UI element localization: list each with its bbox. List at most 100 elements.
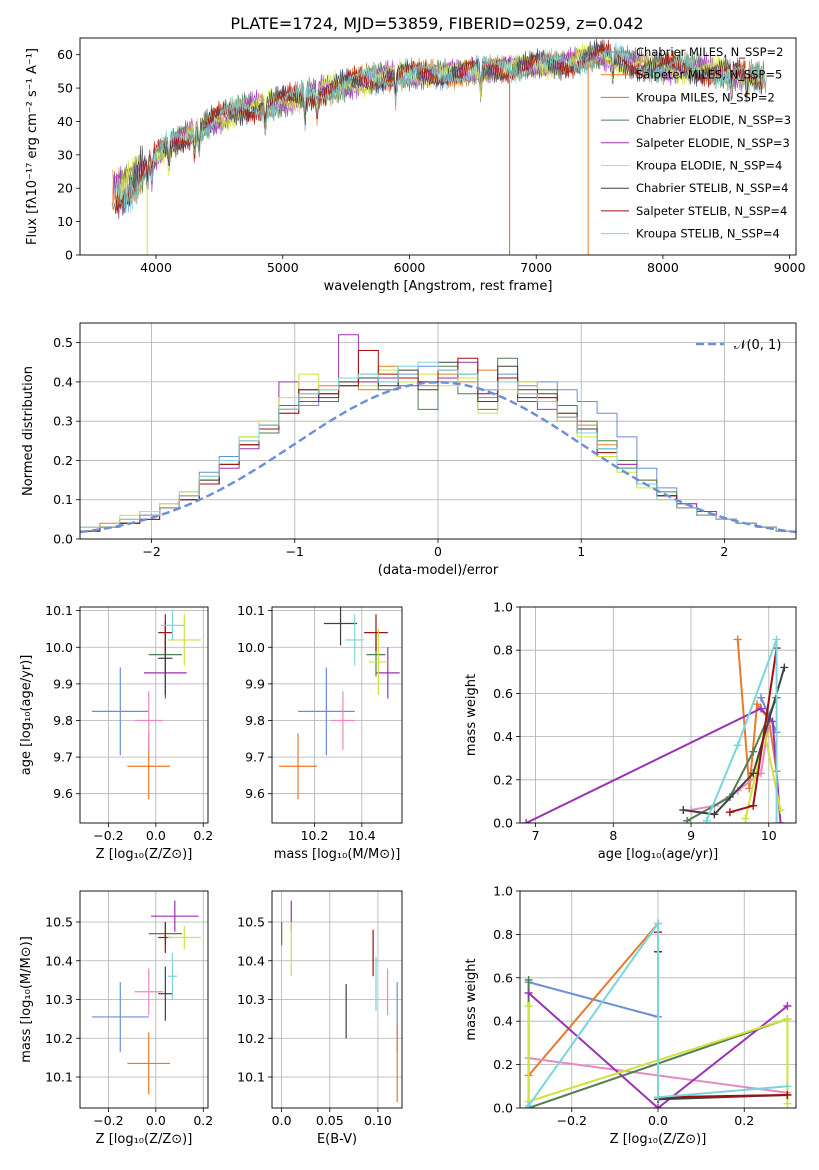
weight-point-marker [522,819,531,823]
weight-point-marker [654,919,662,928]
x-tick-label: 0.2 [734,1113,754,1128]
weight-point-marker [776,819,785,823]
x-tick-label: 0.2 [193,828,213,843]
y-axis-label: mass weight [464,958,479,1040]
plot-area [524,919,792,1108]
x-tick-label: −0.2 [93,828,123,843]
weight-series-line [657,932,788,1099]
x-axis-label: age [log₁₀(age/yr)] [598,847,719,862]
legend-label: Chabrier MILES, N_SSP=2 [636,45,783,59]
x-tick-label: 9000 [774,260,806,275]
x-tick-label: 5000 [267,260,299,275]
x-tick-label: 9 [687,828,695,843]
y-tick-label: 0.2 [493,1057,513,1072]
x-tick-label: 6000 [394,260,426,275]
legend-label: Salpeter MILES, N_SSP=5 [636,68,782,82]
x-tick-label: 8000 [647,260,679,275]
y-tick-label: 10.0 [237,640,265,655]
weight-point-marker [783,1002,792,1011]
z-vs-mass-panel: −0.2 0.0 0.2 10.1 10.2 10.3 10.4 10.5 Z [log₁₀(Z… [19,890,213,1147]
weight-series-line [683,667,786,816]
plot-area [91,900,201,1095]
weight-point-marker [772,635,781,644]
weight-point-marker [524,988,533,997]
y-tick-label: 9.9 [245,676,265,691]
x-axis-label: mass [log₁₀(M/M⊙)] [274,847,401,862]
weight-point-marker [776,806,785,815]
y-tick-label: 10.1 [237,603,265,618]
y-axis-label: Normed distribution [21,366,36,496]
legend-label: Kroupa ELODIE, N_SSP=4 [636,159,782,173]
x-tick-label: 10.4 [348,828,376,843]
spectrum-panel: 4000 5000 6000 7000 8000 9000 0 10 20 30 40 50 60 wav… [25,37,806,294]
y-tick-label: 0.4 [493,1014,513,1029]
y-tick-label: 10.4 [45,953,73,968]
y-tick-label: 10.3 [237,992,265,1007]
y-tick-label: 0.2 [493,772,513,787]
axes-frame [79,322,797,540]
x-axis-label: (data-model)/error [378,563,499,578]
y-tick-label: 0.6 [493,970,513,985]
y-tick-label: 30 [57,147,73,162]
y-tick-label: 9.8 [53,713,73,728]
y-tick-label: 10.3 [45,992,73,1007]
weight-point-marker [768,717,777,726]
ebv-vs-mass-panel: 0.0 0.05 0.10 10.1 10.2 10.3 10.4 10.5 E(B-V) [237,890,403,1147]
weight-point-marker [654,1093,662,1102]
y-tick-label: 0.0 [53,532,73,547]
y-tick-label: 0.3 [53,414,73,429]
weight-point-marker [524,975,533,984]
x-tick-label: 0.0 [146,828,166,843]
y-axis-label: Flux [fλ10⁻¹⁷ erg cm⁻² s⁻¹ A⁻¹] [25,48,40,245]
weight-series-line [525,707,782,823]
weight-point-marker [710,810,719,819]
x-tick-label: 0.2 [193,1113,213,1128]
axes-frame [79,890,209,1109]
y-tick-label: 10.0 [45,640,73,655]
weight-point-marker [757,704,766,713]
x-tick-label: −0.2 [93,1113,123,1128]
figure-title: PLATE=1724, MJD=53859, FIBERID=0259, z=0… [230,14,643,33]
plot-area [111,38,767,255]
y-tick-label: 9.8 [245,713,265,728]
y-tick-label: 40 [57,114,73,129]
y-tick-label: 10.5 [45,915,73,930]
y-tick-label: 0.6 [493,686,513,701]
legend-label: Salpeter ELODIE, N_SSP=3 [636,136,790,150]
z-vs-age-panel: −0.2 0.0 0.2 9.6 9.7 9.8 9.9 10.0 10.1 Z [log₁₀(Z… [19,603,213,862]
legend-label: Kroupa STELIB, N_SSP=4 [636,227,780,241]
legend-label: Chabrier ELODIE, N_SSP=3 [636,113,791,127]
axes-frame [79,37,797,256]
y-tick-label: 0.1 [53,492,73,507]
x-tick-label: 10 [761,828,777,843]
y-tick-label: 9.6 [245,786,265,801]
y-tick-label: 0.0 [493,1101,513,1116]
weight-point-marker [733,741,742,750]
plot-area [279,607,400,800]
weight-point-marker [654,1104,662,1108]
plot-area [522,635,789,823]
y-tick-label: 10.5 [237,915,265,930]
x-tick-label: 7000 [520,260,552,275]
y-tick-label: 50 [57,81,73,96]
y-tick-label: 10.2 [45,1031,73,1046]
weight-point-marker [749,801,758,810]
weight-point-marker [749,747,758,756]
weight-point-marker [524,1101,533,1108]
weight-point-marker [783,1090,792,1099]
x-tick-label: 0.10 [364,1113,392,1128]
x-tick-label: 0.0 [648,1113,668,1128]
y-tick-label: 9.7 [245,750,265,765]
axes-frame [79,606,209,824]
y-tick-label: 1.0 [493,600,513,615]
weight-point-marker [757,693,766,702]
weight-point-marker [783,1082,792,1091]
y-tick-label: 0.2 [53,453,73,468]
axes-frame [519,890,797,1109]
x-axis-label: Z [log₁₀(Z/Z⊙)] [96,847,193,862]
y-tick-label: 0.4 [53,374,73,389]
y-tick-label: 10.2 [237,1031,265,1046]
x-tick-label: 10.2 [301,828,329,843]
y-tick-label: 10 [57,214,73,229]
